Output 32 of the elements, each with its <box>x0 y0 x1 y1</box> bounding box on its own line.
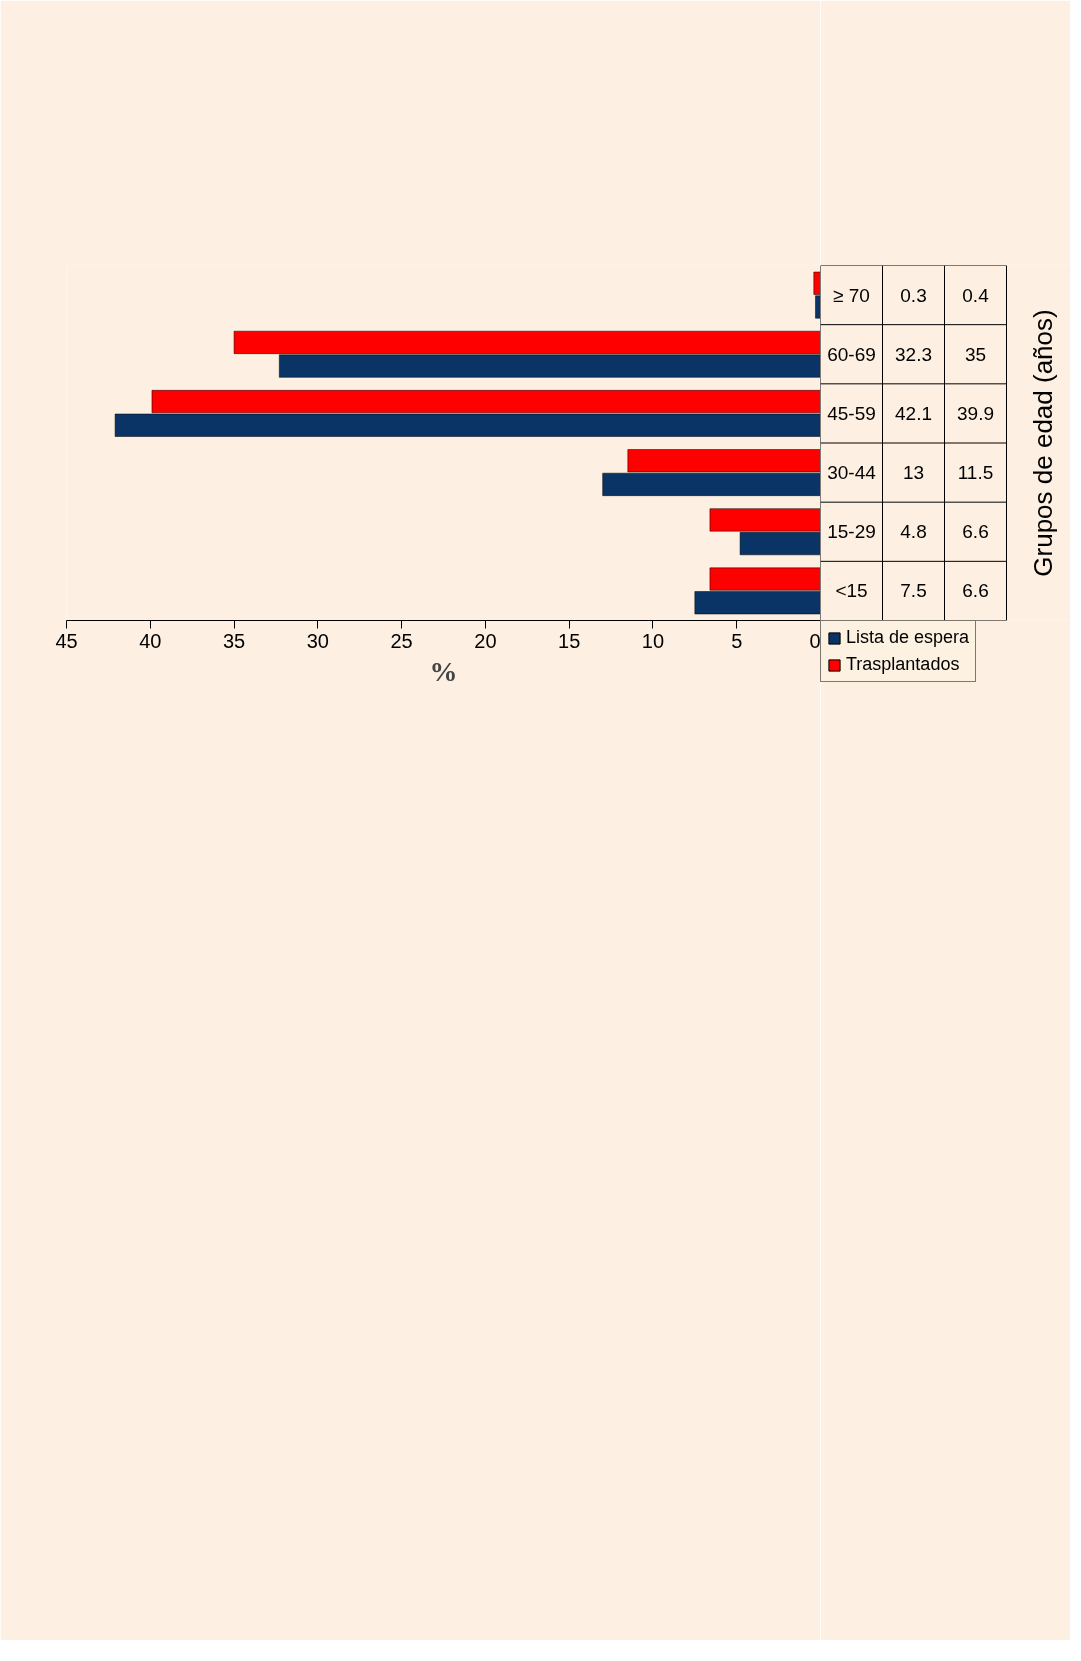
x-tick-label: 10 <box>641 629 665 652</box>
x-tick-label: 20 <box>474 629 497 652</box>
x-tick-label: 0 <box>809 629 821 652</box>
legend-label: Trasplantados <box>846 654 960 675</box>
text: Grupos de edad (años) <box>1027 309 1058 577</box>
data-label: 4.8 <box>900 521 927 543</box>
data-label: 42.1 <box>895 402 932 424</box>
x-tick-label: 35 <box>222 629 246 652</box>
y-tick-label: ≥ 70 <box>833 284 870 306</box>
data-label: 6.6 <box>962 580 989 602</box>
x-axis-title: % <box>429 655 458 687</box>
data-label: 0.3 <box>900 284 927 306</box>
data-label: 7.5 <box>900 580 927 602</box>
y-tick-label: 30-44 <box>827 462 877 484</box>
y-tick-label: 15-29 <box>827 521 876 543</box>
x-tick-label: 15 <box>558 629 581 652</box>
y-tick-label: <15 <box>835 580 868 602</box>
data-label: 11.5 <box>957 462 994 484</box>
x-tick-label: 25 <box>390 629 413 652</box>
data-label: 32.3 <box>895 343 932 365</box>
data-label: 39.9 <box>957 402 994 424</box>
data-label: 35 <box>964 343 987 365</box>
y-tick-label: 45-59 <box>827 402 876 424</box>
data-label: 0.4 <box>962 284 990 306</box>
x-tick-label: 40 <box>139 629 162 652</box>
data-label: 6.6 <box>962 521 989 543</box>
legend-label: Lista de espera <box>846 627 970 648</box>
data-label: 13 <box>902 462 925 484</box>
x-tick-label: 5 <box>731 629 743 652</box>
y-tick-label: 60-69 <box>827 343 876 365</box>
x-tick-label: 30 <box>306 629 329 652</box>
x-tick-label: 45 <box>55 629 78 652</box>
